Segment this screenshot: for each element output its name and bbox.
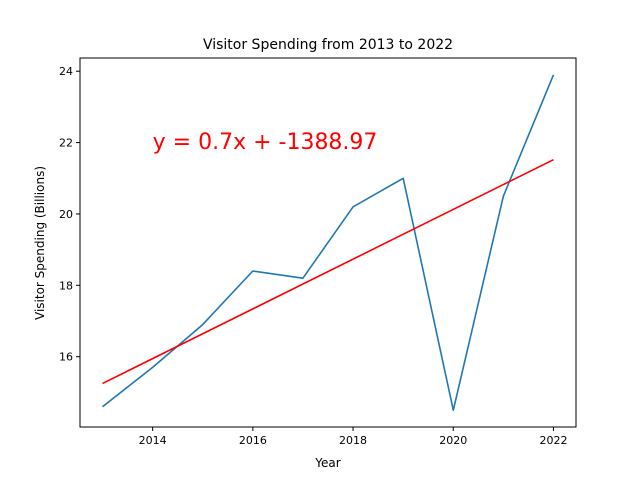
y-tick-label: 18 [59, 279, 73, 292]
trend-line [102, 158, 554, 385]
y-tick-label: 16 [59, 351, 73, 364]
x-tick-label: 2018 [339, 434, 367, 447]
x-tick-label: 2020 [439, 434, 467, 447]
y-axis-label: Visitor Spending (Billions) [33, 166, 47, 320]
y-tick-label: 24 [59, 65, 73, 78]
chart-title: Visitor Spending from 2013 to 2022 [203, 37, 453, 53]
series-layer [102, 74, 555, 412]
y-tick-label: 22 [59, 137, 73, 150]
x-axis: 2014 2016 2018 2020 2022 [139, 427, 567, 447]
x-tick-label: 2016 [239, 434, 267, 447]
y-tick-label: 20 [59, 208, 73, 221]
x-tick-label: 2022 [539, 434, 567, 447]
plot-frame [79, 57, 577, 428]
y-axis: 16 18 20 22 24 [59, 65, 80, 364]
x-tick-label: 2014 [139, 434, 167, 447]
x-axis-label: Year [314, 456, 340, 470]
trend-equation: y = 0.7x + -1388.97 [153, 130, 378, 155]
plot-area [79, 57, 577, 428]
